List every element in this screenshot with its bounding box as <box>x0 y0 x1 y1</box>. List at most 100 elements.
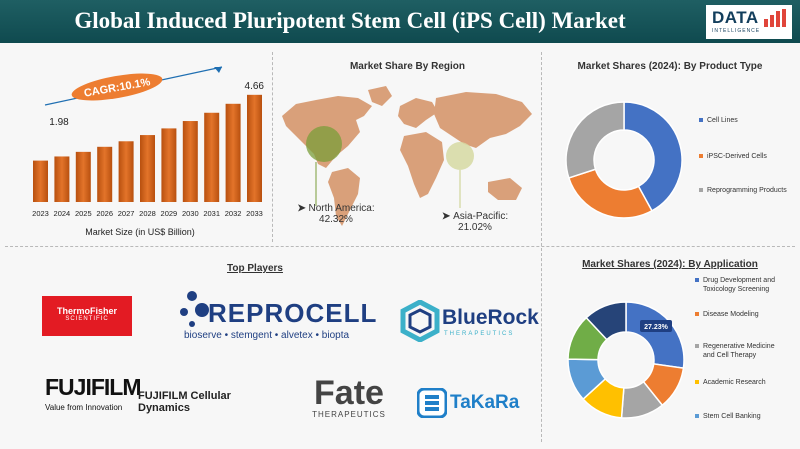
x-ticks-group: 2023 2024 2025 2026 2027 2028 2029 2030 2031 2032… <box>32 209 263 218</box>
donut-slice <box>625 301 685 369</box>
divider-horizontal <box>5 246 795 247</box>
legend-swatch-blue <box>699 118 703 122</box>
legend-swatch-orange <box>699 154 703 158</box>
bar-2025 <box>75 151 91 202</box>
bluerock-logo: BlueRock THERAPEUTICS <box>400 298 539 346</box>
cagr-arrowhead-icon <box>214 67 222 73</box>
asia-pacific-label: Asia-Pacific: <box>453 211 509 222</box>
donut-slice <box>567 168 653 219</box>
donut-slice <box>565 101 625 179</box>
bar-2024 <box>54 156 70 202</box>
oceania-shape <box>488 178 522 200</box>
x-tick-label: 2024 <box>54 209 71 218</box>
product-type-slices <box>565 101 683 219</box>
bar-value-label-start: 1.98 <box>49 117 69 128</box>
product-type-title: Market Shares (2024): By Product Type <box>577 61 763 72</box>
bar-2029 <box>161 128 177 202</box>
fujifilm-logo: FUJIFILM Value from Innovation <box>45 374 142 418</box>
reprocell-molecule-icon <box>180 291 209 327</box>
donut-slice <box>623 101 683 212</box>
x-tick-label: 2023 <box>32 209 49 218</box>
bars-group <box>33 94 262 202</box>
x-axis-label: Market Size (in US$ Billion) <box>85 227 195 237</box>
product-type-donut <box>565 101 683 219</box>
header-banner: Global Induced Pluripotent Stem Cell (iP… <box>0 0 800 43</box>
logo-subtext: INTELLIGENCE <box>712 28 761 34</box>
bar-2030 <box>182 121 198 202</box>
north-america-value: 42.32% <box>319 214 353 225</box>
world-map <box>282 86 532 226</box>
fate-logo: Fate THERAPEUTICS <box>303 376 395 426</box>
bluerock-hexagon-icon <box>400 300 440 342</box>
greenland-shape <box>368 86 392 106</box>
bar-2027 <box>118 141 134 202</box>
fujifilm-name: FUJIFILM <box>45 374 142 400</box>
company-logo: DATA INTELLIGENCE <box>706 5 792 39</box>
north-america-callout: ➤ North America: 42.32% <box>282 203 390 225</box>
market-size-chart: 2023 2024 2025 2026 2027 2028 2029 2030 2031 2032… <box>32 66 265 237</box>
application-donut: 27.23% <box>567 301 685 419</box>
south-america-shape <box>328 168 360 226</box>
x-tick-label: 2026 <box>96 209 113 218</box>
x-tick-label: 2031 <box>203 209 220 218</box>
application-slices <box>567 301 685 419</box>
legend-swatch-gray <box>699 188 703 192</box>
x-tick-label: 2033 <box>246 209 263 218</box>
x-tick-label: 2032 <box>225 209 242 218</box>
europe-shape <box>398 98 438 128</box>
bar-value-label-end: 4.66 <box>245 81 265 92</box>
takara-logo: TaKaRa <box>417 388 527 422</box>
bar-2028 <box>140 135 155 202</box>
fate-sub: THERAPEUTICS <box>312 410 386 419</box>
application-highlight-label: 27.23% <box>644 324 669 331</box>
thermofisher-logo: ThermoFisher SCIENTIFIC <box>42 296 132 336</box>
asia-pacific-marker <box>446 142 474 170</box>
legend-swatch-yellow <box>695 380 699 384</box>
takara-emblem-icon <box>417 388 447 418</box>
bluerock-name: BlueRock <box>442 306 539 329</box>
thermofisher-name: ThermoFisher <box>56 306 117 316</box>
takara-name: TaKaRa <box>450 392 520 413</box>
x-tick-label: 2027 <box>118 209 135 218</box>
africa-shape <box>400 132 444 198</box>
application-title: Market Shares (2024): By Application <box>582 259 758 270</box>
x-tick-label: 2030 <box>182 209 199 218</box>
players-title: Top Players <box>227 263 283 274</box>
thermofisher-sub: SCIENTIFIC <box>65 316 109 322</box>
fate-name: Fate <box>314 374 384 412</box>
donut-slice <box>585 301 627 341</box>
legend-swatch-orange <box>695 312 699 316</box>
bar-2032 <box>225 103 241 202</box>
x-tick-label: 2029 <box>161 209 178 218</box>
legend-swatch-light-blue <box>695 414 699 418</box>
bar-2023 <box>33 160 48 202</box>
asia-pacific-callout: ➤ Asia-Pacific: 21.02% <box>425 211 525 233</box>
page-title: Global Induced Pluripotent Stem Cell (iP… <box>74 8 626 33</box>
bluerock-sub: THERAPEUTICS <box>444 331 515 337</box>
x-tick-label: 2028 <box>139 209 156 218</box>
legend-swatch-blue <box>695 278 699 282</box>
fujifilm-cd-name: FUJIFILM Cellular Dynamics <box>138 390 231 414</box>
bar-2031 <box>204 112 220 202</box>
divider-vertical-1 <box>272 52 273 242</box>
asia-shape <box>434 92 532 148</box>
reprocell-tagline: bioserve • stemgent • alvetex • biopta <box>184 330 350 341</box>
reprocell-name: REPROCELL <box>208 298 378 328</box>
region-title: Market Share By Region <box>349 61 466 72</box>
north-america-label: North America: <box>308 203 375 214</box>
application-highlight-badge <box>640 320 672 332</box>
bar-2026 <box>97 146 113 202</box>
logo-bars-icon <box>764 9 788 27</box>
reprocell-logo: REPROCELL bioserve • stemgent • alvetex … <box>178 288 383 348</box>
north-america-marker <box>306 126 342 162</box>
bar-2033 <box>247 94 262 202</box>
cagr-badge <box>71 73 163 101</box>
fujifilm-cd-logo: FUJIFILM Cellular Dynamics <box>138 390 278 414</box>
x-tick-label: 2025 <box>75 209 92 218</box>
legend-swatch-gray <box>695 344 699 348</box>
asia-pacific-value: 21.02% <box>458 222 492 233</box>
divider-vertical-2 <box>541 52 542 442</box>
logo-text: DATA <box>712 8 759 27</box>
fujifilm-tagline: Value from Innovation <box>45 403 123 412</box>
